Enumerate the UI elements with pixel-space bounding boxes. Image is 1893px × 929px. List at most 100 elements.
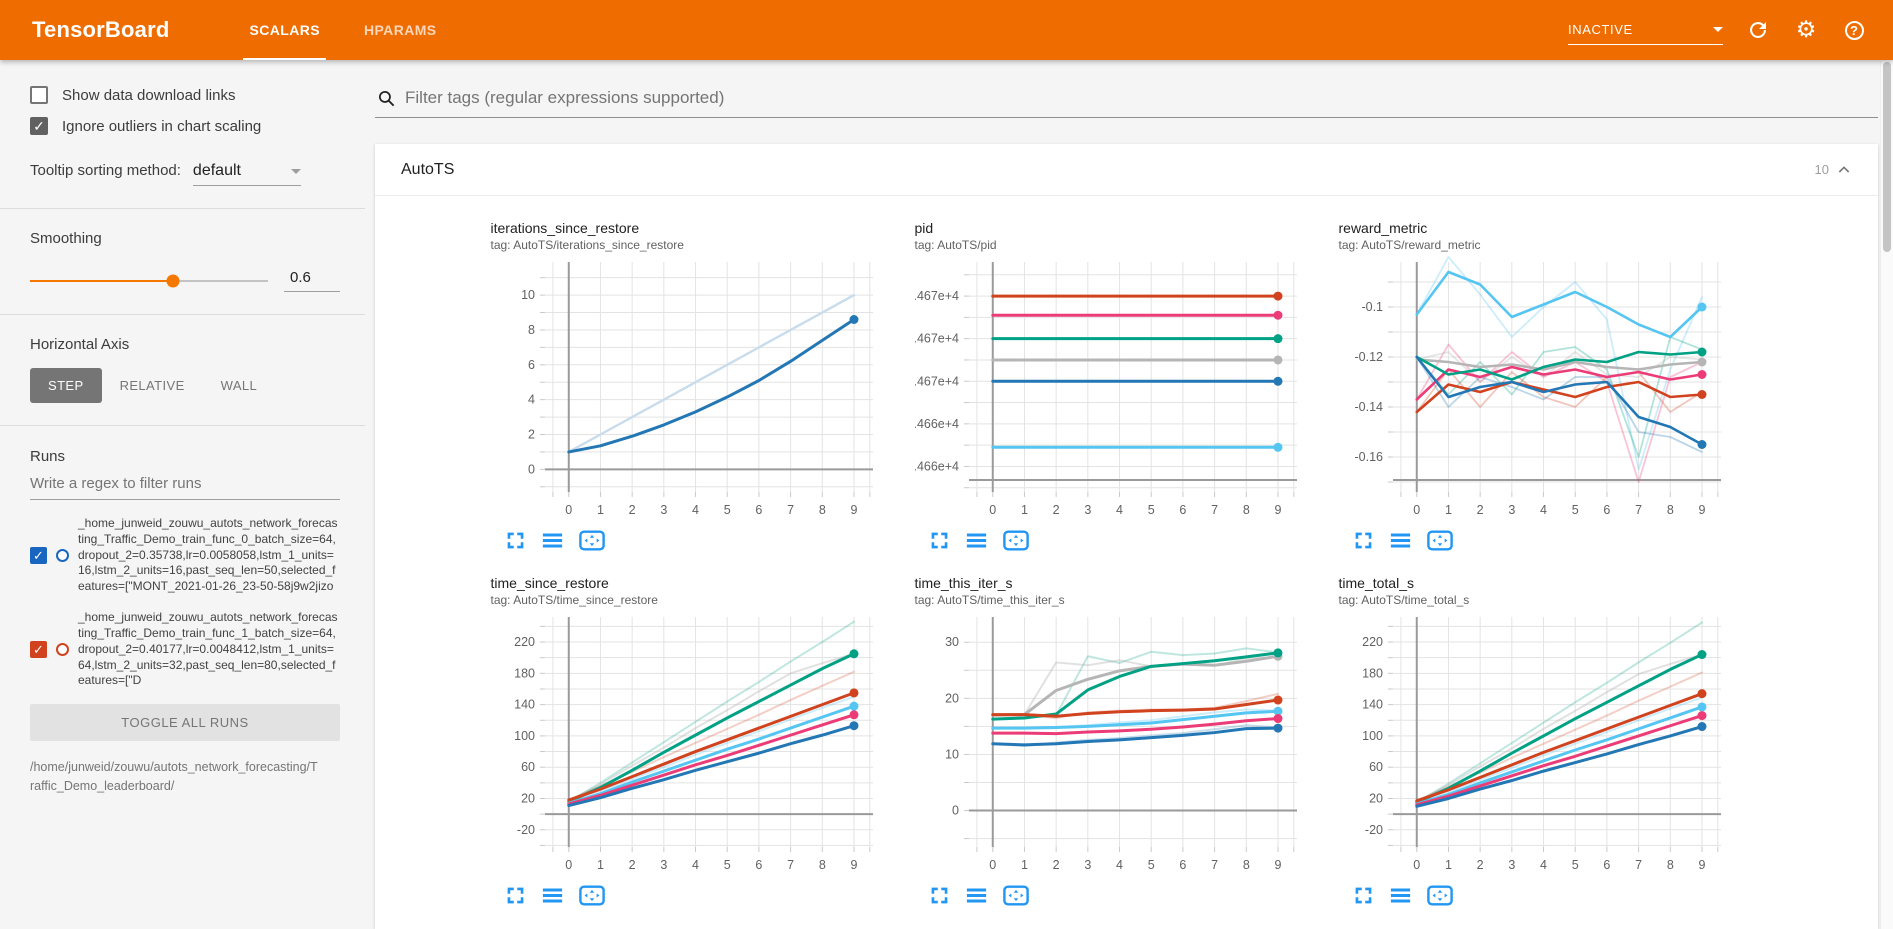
chevron-down-icon — [290, 168, 301, 174]
run-radio[interactable] — [56, 643, 69, 657]
svg-text:7: 7 — [787, 858, 794, 872]
refresh-button[interactable] — [1745, 17, 1771, 43]
chart-card: pid tag: AutoTS/pid 0 1 2 3 4 5 6 7 8 9 2.467e+4 2.46… — [906, 220, 1339, 551]
line-chart[interactable]: 0 1 2 3 4 5 6 7 8 9 10 8 6 4 2 0 — [491, 256, 883, 522]
svg-text:5: 5 — [1571, 503, 1578, 517]
chart-tag: tag: AutoTS/time_total_s — [1338, 593, 1470, 607]
svg-text:140: 140 — [1362, 698, 1383, 712]
run-item: ✓ _home_junweid_zouwu_autots_network_fore… — [30, 516, 340, 595]
chart-title: pid — [914, 220, 934, 236]
settings-button[interactable]: ⚙ — [1793, 17, 1819, 43]
svg-text:-0.1: -0.1 — [1361, 300, 1383, 314]
line-chart[interactable]: 0 1 2 3 4 5 6 7 8 9 220 180 140 100 60 20 -20 — [491, 611, 883, 877]
svg-text:8: 8 — [1242, 503, 1249, 517]
runs-list: ✓ _home_junweid_zouwu_autots_network_fore… — [30, 516, 340, 689]
svg-text:4: 4 — [692, 858, 699, 872]
run-selector-icon[interactable] — [1389, 885, 1412, 906]
axis-relative-button[interactable]: RELATIVE — [119, 378, 185, 393]
svg-text:60: 60 — [521, 760, 535, 774]
runs-label: Runs — [30, 448, 66, 465]
run-selector-icon[interactable] — [541, 530, 564, 551]
slider-thumb[interactable] — [166, 274, 180, 287]
svg-text:1: 1 — [596, 858, 603, 872]
run-selector-icon[interactable] — [541, 885, 564, 906]
svg-text:2.467e+4: 2.467e+4 — [915, 289, 959, 303]
chart-actions — [1339, 530, 1763, 551]
expand-icon[interactable] — [1353, 885, 1374, 906]
expand-icon[interactable] — [505, 530, 526, 551]
show-download-links-checkbox[interactable] — [30, 86, 48, 104]
run-selector-icon[interactable] — [965, 885, 988, 906]
tag-filter-input[interactable] — [405, 88, 1878, 108]
svg-text:10: 10 — [945, 747, 959, 761]
smoothing-value[interactable]: 0.6 — [284, 269, 340, 292]
run-selector-icon[interactable] — [1389, 530, 1412, 551]
show-download-links-row: Show data download links — [30, 86, 340, 104]
expand-icon[interactable] — [1353, 530, 1374, 551]
tooltip-sorting-select[interactable]: default — [192, 162, 301, 186]
line-chart[interactable]: 0 1 2 3 4 5 6 7 8 9 -0.1 -0.12 -0.14 -0.16 — [1339, 256, 1731, 522]
svg-text:180: 180 — [514, 666, 535, 680]
fit-domain-icon[interactable] — [1002, 530, 1029, 551]
scrollbar-thumb[interactable] — [1883, 62, 1891, 252]
line-chart[interactable]: 0 1 2 3 4 5 6 7 8 9 2.467e+4 2.467e+4 2.467e+4 2.466e… — [906, 256, 1307, 522]
tab-hparams[interactable]: HPARAMS — [363, 22, 437, 38]
run-label: _home_junweid_zouwu_autots_network_forec… — [78, 516, 338, 594]
svg-text:20: 20 — [521, 791, 535, 805]
chart-title: reward_metric — [1338, 220, 1428, 236]
svg-text:2: 2 — [1052, 858, 1059, 872]
fit-domain-icon[interactable] — [1426, 885, 1453, 906]
svg-text:9: 9 — [1274, 858, 1281, 872]
svg-text:6: 6 — [755, 503, 762, 517]
svg-text:6: 6 — [528, 358, 535, 372]
svg-text:2: 2 — [1052, 503, 1059, 517]
line-chart[interactable]: 0 1 2 3 4 5 6 7 8 9 220 180 140 100 60 20 -20 — [1339, 611, 1731, 877]
svg-text:0: 0 — [565, 503, 572, 517]
ignore-outliers-checkbox[interactable]: ✓ — [30, 117, 48, 135]
run-checkbox[interactable]: ✓ — [30, 641, 47, 659]
svg-text:2: 2 — [1476, 503, 1483, 517]
svg-text:9: 9 — [1698, 858, 1705, 872]
tab-scalars[interactable]: SCALARS — [227, 0, 341, 60]
chart-tag: tag: AutoTS/time_since_restore — [490, 593, 658, 607]
reload-status-select[interactable]: INACTIVE — [1568, 22, 1723, 45]
fit-domain-icon[interactable] — [1426, 530, 1453, 551]
run-radio[interactable] — [56, 549, 69, 563]
section-collapse[interactable]: 10 — [1815, 162, 1852, 178]
axis-wall-button[interactable]: WALL — [220, 378, 258, 393]
help-button[interactable]: ? — [1841, 17, 1867, 43]
question-mark-icon: ? — [1844, 20, 1864, 40]
axis-step-button[interactable]: STEP — [30, 368, 102, 403]
expand-icon[interactable] — [505, 885, 526, 906]
fit-domain-icon[interactable] — [578, 885, 605, 906]
chart-actions — [915, 885, 1339, 906]
line-chart[interactable]: 0 1 2 3 4 5 6 7 8 9 30 20 10 0 — [915, 611, 1307, 877]
svg-text:1: 1 — [1020, 858, 1027, 872]
header-actions: INACTIVE ⚙ ? — [1568, 0, 1867, 60]
vertical-scrollbar[interactable] — [1880, 60, 1893, 929]
smoothing-slider[interactable] — [30, 274, 268, 287]
svg-text:1: 1 — [1020, 503, 1027, 517]
runs-filter-input[interactable] — [30, 465, 340, 500]
chart-actions — [491, 530, 915, 551]
svg-text:8: 8 — [1666, 858, 1673, 872]
run-checkbox[interactable]: ✓ — [30, 547, 47, 565]
svg-text:3: 3 — [1084, 503, 1091, 517]
toggle-all-runs-button[interactable]: TOGGLE ALL RUNS — [30, 704, 340, 742]
svg-text:-0.12: -0.12 — [1354, 350, 1383, 364]
fit-domain-icon[interactable] — [578, 530, 605, 551]
run-selector-icon[interactable] — [965, 530, 988, 551]
svg-text:2: 2 — [628, 503, 635, 517]
runs-block: Runs ✓ _home_junweid_zouwu_autots_network… — [30, 448, 340, 796]
svg-text:5: 5 — [1147, 503, 1154, 517]
expand-icon[interactable] — [929, 530, 950, 551]
svg-text:6: 6 — [755, 858, 762, 872]
fit-domain-icon[interactable] — [1002, 885, 1029, 906]
svg-text:2: 2 — [1476, 858, 1483, 872]
section-header[interactable]: AutoTS 10 — [375, 144, 1878, 196]
expand-icon[interactable] — [929, 885, 950, 906]
svg-text:6: 6 — [1603, 858, 1610, 872]
svg-text:220: 220 — [1362, 635, 1383, 649]
svg-text:0: 0 — [989, 858, 996, 872]
